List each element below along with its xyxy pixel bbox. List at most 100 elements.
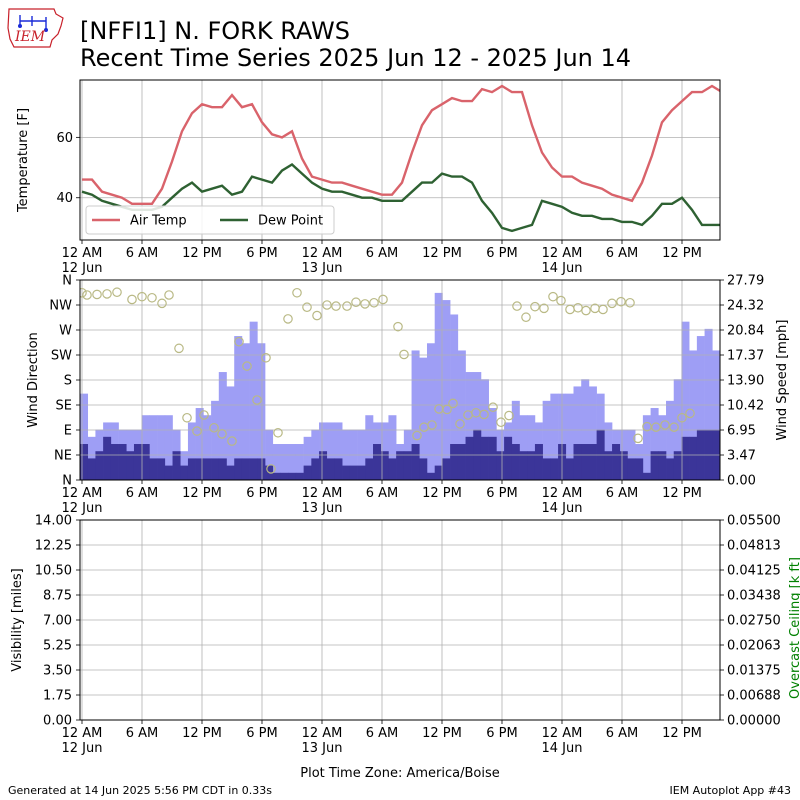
plot-frame bbox=[79, 519, 721, 721]
gust-bar bbox=[573, 386, 582, 480]
page-title: [NFFI1] N. FORK RAWS bbox=[80, 17, 350, 45]
wind-direction-marker bbox=[266, 464, 276, 474]
y-tick-label: W bbox=[59, 324, 72, 339]
x-tick-label: 12 PM bbox=[662, 486, 702, 501]
gust-bar bbox=[334, 422, 343, 480]
speed-bar bbox=[226, 465, 235, 480]
wind-direction-marker bbox=[616, 296, 626, 307]
y2-tick-label: 3.47 bbox=[727, 449, 756, 464]
gust-bar bbox=[658, 415, 667, 480]
gust-bar bbox=[604, 422, 613, 480]
plot-frame bbox=[79, 79, 721, 241]
y-tick-label: 12.25 bbox=[35, 539, 72, 554]
speed-bar bbox=[658, 451, 667, 480]
speed-bar bbox=[612, 444, 621, 480]
y-tick-label: N bbox=[62, 274, 72, 289]
gust-bar bbox=[426, 343, 435, 480]
wind-direction-marker bbox=[331, 301, 341, 311]
gust-bar bbox=[187, 422, 196, 480]
speed-bar bbox=[488, 436, 497, 480]
gust-bar bbox=[473, 372, 482, 480]
wind-direction-marker bbox=[412, 430, 422, 441]
x-tick-label: 12 PM bbox=[422, 246, 462, 261]
wind-direction-marker bbox=[192, 426, 202, 436]
gust-bar bbox=[704, 328, 713, 480]
legend: Air Temp Dew Point bbox=[85, 205, 335, 235]
y-tick-label: 14.00 bbox=[35, 514, 72, 529]
speed-bar bbox=[141, 444, 150, 480]
x-tick-label: 12 AM bbox=[302, 246, 343, 261]
wind-direction-marker bbox=[227, 436, 237, 446]
gust-bar bbox=[465, 372, 474, 480]
gust-bar bbox=[689, 350, 698, 480]
gust-bar bbox=[642, 415, 651, 480]
gust-bar bbox=[288, 444, 297, 480]
gust-bar bbox=[442, 300, 451, 480]
speed-bar bbox=[411, 444, 420, 480]
gust-bar bbox=[457, 350, 466, 480]
y-tick-label: 8.75 bbox=[43, 589, 72, 604]
speed-bar bbox=[326, 458, 335, 480]
speed-bar bbox=[373, 444, 382, 480]
speed-bar bbox=[534, 444, 543, 480]
wind-direction-marker bbox=[80, 287, 87, 298]
x-tick-label: 12 PM bbox=[182, 486, 222, 501]
wind-direction-marker bbox=[174, 343, 184, 354]
y2-tick-label: 0.00000 bbox=[727, 714, 781, 729]
speed-bar bbox=[689, 436, 698, 480]
gust-bar bbox=[419, 357, 428, 480]
wind-direction-marker bbox=[217, 429, 227, 439]
speed-bar bbox=[172, 451, 181, 480]
wind-direction-marker bbox=[378, 294, 388, 305]
gust-bar bbox=[565, 393, 574, 480]
plot-frame bbox=[79, 279, 721, 481]
wind-direction-marker bbox=[521, 312, 531, 323]
speed-bar bbox=[396, 451, 405, 480]
x-tick-label: 6 PM bbox=[486, 486, 517, 501]
speed-bar bbox=[666, 458, 675, 480]
wind-direction-marker bbox=[283, 314, 293, 324]
y-tick-label: 5.25 bbox=[43, 639, 72, 654]
speed-bar bbox=[542, 458, 551, 480]
x-tick-label: 6 AM bbox=[606, 726, 639, 741]
x-tick-label: 6 PM bbox=[246, 726, 277, 741]
wind-direction-marker bbox=[442, 404, 452, 415]
speed-bar bbox=[295, 472, 304, 480]
speed-bar bbox=[627, 458, 636, 480]
wind-direction-marker bbox=[512, 301, 522, 311]
y2-tick-label: 13.90 bbox=[727, 374, 764, 389]
x-tick-label: 6 AM bbox=[606, 486, 639, 501]
wind-direction-marker bbox=[504, 410, 514, 421]
y-tick-label: S bbox=[64, 374, 72, 389]
wind-direction-marker bbox=[137, 291, 147, 302]
y2-tick-label: 17.37 bbox=[727, 349, 764, 364]
gust-bar bbox=[666, 400, 675, 480]
y2-tick-label: 20.84 bbox=[727, 324, 764, 339]
gust-bar bbox=[211, 400, 220, 480]
wind-direction-marker bbox=[496, 417, 506, 428]
y2-axis-label: Overcast Ceiling [k ft] bbox=[788, 557, 800, 699]
wind-direction-marker bbox=[598, 304, 608, 315]
wind-direction-marker bbox=[677, 412, 687, 423]
speed-bar bbox=[496, 451, 505, 480]
gust-bar bbox=[542, 400, 551, 480]
gust-bar bbox=[326, 422, 335, 480]
gust-bar bbox=[249, 321, 258, 480]
gust-bar bbox=[527, 415, 536, 480]
x-tick-label: 12 AM bbox=[542, 726, 583, 741]
wind-direction-marker bbox=[252, 395, 262, 405]
wind-direction-marker bbox=[182, 412, 192, 423]
speed-bar bbox=[681, 436, 690, 480]
gust-bar bbox=[149, 415, 158, 480]
page-subtitle: Recent Time Series 2025 Jun 12 - 2025 Ju… bbox=[80, 44, 632, 72]
timezone-label: Plot Time Zone: America/Boise bbox=[300, 766, 499, 781]
speed-bar bbox=[334, 458, 343, 480]
y2-tick-label: 0.04125 bbox=[727, 564, 781, 579]
speed-bar bbox=[650, 451, 659, 480]
wind-direction-marker bbox=[565, 304, 575, 315]
x-tick-label: 6 AM bbox=[606, 246, 639, 261]
x-tick-label: 6 AM bbox=[126, 726, 159, 741]
y-tick-label: N bbox=[62, 474, 72, 489]
gust-bar bbox=[519, 415, 528, 480]
speed-bar bbox=[426, 472, 435, 480]
